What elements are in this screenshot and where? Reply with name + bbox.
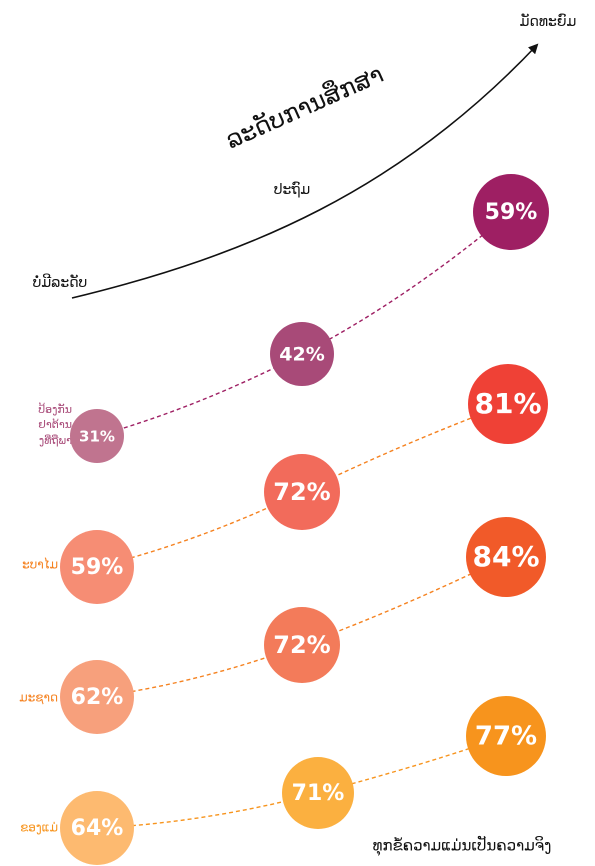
value-label: 62% [71,685,124,710]
level-label: ປະຖົມ [274,182,310,198]
footer: ທຸກຂໍ້ຄວາມແມ່ນເປັນຄວາມຈິງ [373,834,552,857]
value-label: 77% [475,722,537,752]
level-label: ບໍ່ມີລະດັບ [33,273,88,291]
value-label: 81% [474,387,541,420]
level-arrow [71,43,539,299]
value-circle [466,696,546,776]
value-label: 64% [71,816,124,841]
value-circle [60,660,134,734]
value-label: 59% [485,200,538,225]
row-label: ະບາໄມ [22,557,58,572]
value-circle [60,530,134,604]
value-circle [468,364,548,444]
row-label: ມະຊາດ [19,691,58,705]
value-circle [473,174,549,250]
value-circle [270,322,334,386]
value-circle [264,607,340,683]
row-label: ຢາຕ້ານ [38,418,72,431]
value-label: 72% [273,478,330,506]
trend-line [96,211,512,437]
value-label: 72% [273,631,330,659]
value-circle [60,791,134,865]
value-circle [466,517,546,597]
axis-title: ລະດັບການສຶກສາ [221,58,388,154]
value-label: 42% [279,344,324,366]
value-label: 31% [79,428,115,446]
value-label: 59% [71,555,124,580]
value-circle [264,454,340,530]
value-circle [70,409,124,463]
value-label: 71% [292,781,345,806]
row-label: ງທີ່ຖືພາ [39,434,72,447]
value-label: 84% [472,540,539,573]
level-label: ມັດທະຍົມ [520,14,577,30]
row-label: ຂອງແມ່ [20,821,58,835]
row-label: ປ້ອງກັນ [38,403,72,416]
value-circle [282,757,354,829]
